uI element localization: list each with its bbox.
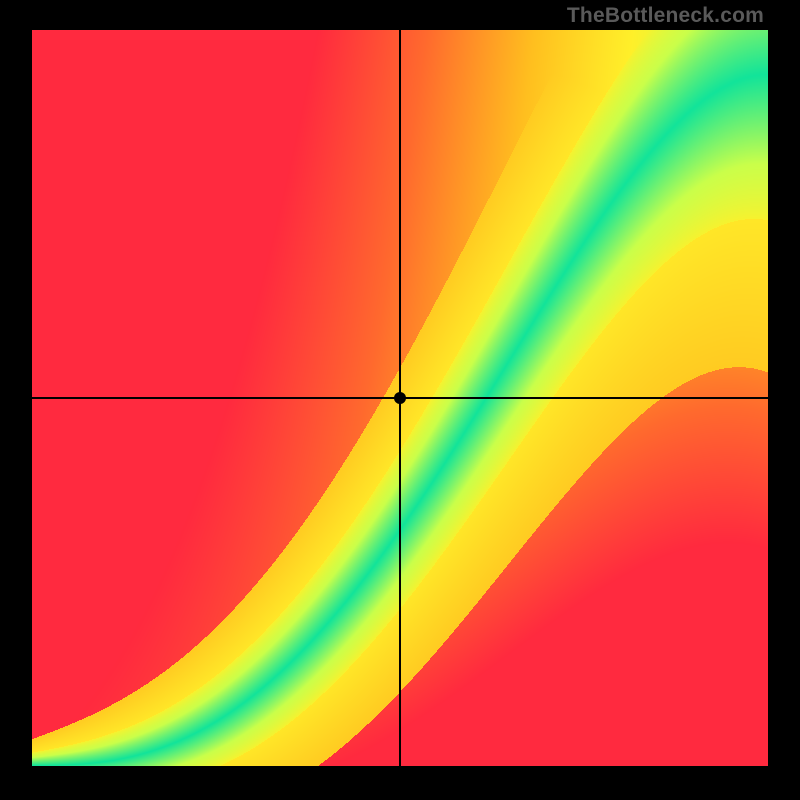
- chart-container: TheBottleneck.com: [0, 0, 800, 800]
- watermark-text: TheBottleneck.com: [567, 4, 764, 28]
- crosshair-marker: [394, 392, 406, 404]
